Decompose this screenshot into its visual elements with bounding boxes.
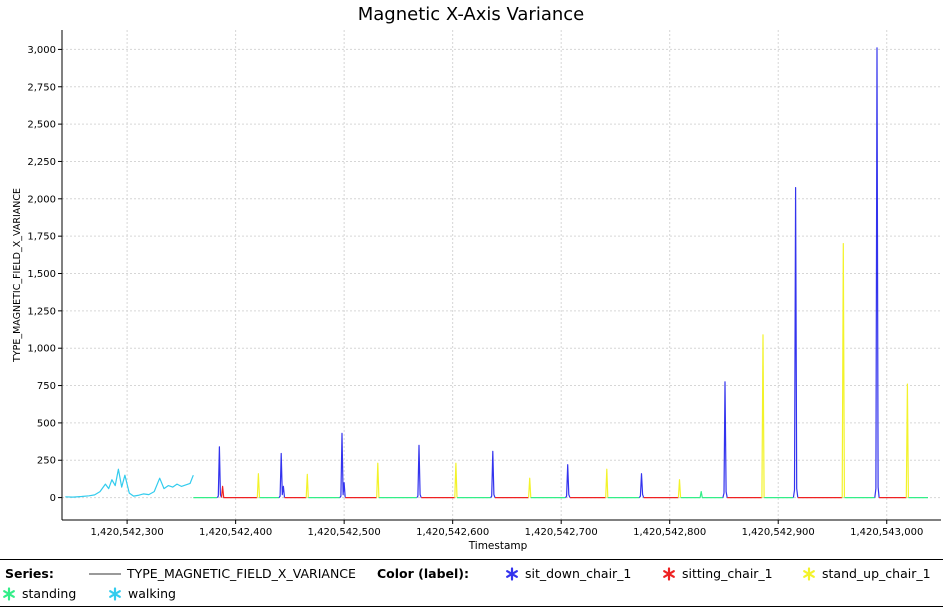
series-segment-stand-up-chair-1 <box>677 479 682 498</box>
y-tick-label: 1,750 <box>27 232 56 243</box>
plot-area <box>62 30 941 520</box>
y-ticks: 0 250 500 750 1,000 1,250 1,500 1,750 2,000 2,250… <box>27 45 62 504</box>
asterisk-icon <box>803 566 815 581</box>
x-tick-label: 1,420,542,300 <box>91 527 164 538</box>
y-tick-label: 2,500 <box>27 120 56 131</box>
legend-label: stand_up_chair_1 <box>822 566 931 581</box>
series-segment-sit-down-chair-1 <box>416 444 422 498</box>
y-tick-label: 3,000 <box>27 45 56 56</box>
series-line-swatch <box>89 572 121 575</box>
series-segment-stand-up-chair-1 <box>841 243 846 498</box>
y-tick-label: 2,000 <box>27 194 56 205</box>
series-segment-sit-down-chair-1 <box>216 446 223 498</box>
legend-label: sit_down_chair_1 <box>525 566 632 581</box>
legend-label: sitting_chair_1 <box>682 566 773 581</box>
legend-item-standing: standing <box>2 586 76 601</box>
x-tick-label: 1,420,542,600 <box>416 527 489 538</box>
series-segment-sit-down-chair-1 <box>339 432 346 498</box>
legend: Series: TYPE_MAGNETIC_FIELD_X_VARIANCE C… <box>0 559 943 607</box>
series-segment-sitting-chair-1 <box>220 485 258 499</box>
legend-item-sitting-chair-1: sitting_chair_1 <box>662 566 773 581</box>
series-segment-sit-down-chair-1 <box>792 187 799 498</box>
asterisk-icon <box>506 566 518 581</box>
series-segment-sit-down-chair-1 <box>490 450 496 498</box>
series-segment-walking <box>65 468 194 498</box>
legend-label: standing <box>22 586 77 601</box>
series-segment-sit-down-chair-1 <box>565 464 571 498</box>
series-segment-stand-up-chair-1 <box>305 473 309 498</box>
x-axis-label: Timestamp <box>468 540 528 552</box>
legend-series-heading: Series: <box>5 566 54 581</box>
series-segment-sit-down-chair-1 <box>638 473 645 498</box>
y-tick-label: 0 <box>50 493 56 504</box>
series-segment-stand-up-chair-1 <box>376 462 380 498</box>
series-segment-stand-up-chair-1 <box>905 383 910 498</box>
series-segment-stand-up-chair-1 <box>605 468 609 498</box>
x-tick-label: 1,420,542,700 <box>525 527 598 538</box>
legend-item-stand-up-chair-1: stand_up_chair_1 <box>802 566 931 581</box>
asterisk-icon <box>3 586 15 601</box>
x-tick-label: 1,420,542,500 <box>308 527 381 538</box>
y-tick-label: 1,000 <box>27 344 56 355</box>
asterisk-icon <box>663 566 675 581</box>
x-ticks: 1,420,542,300 1,420,542,400 1,420,542,500 1… <box>91 520 923 538</box>
y-tick-label: 2,250 <box>27 157 56 168</box>
y-tick-label: 1,250 <box>27 306 56 317</box>
series-segment-stand-up-chair-1 <box>256 473 261 498</box>
series-layer <box>65 47 928 499</box>
legend-series-entry: TYPE_MAGNETIC_FIELD_X_VARIANCE <box>89 566 356 581</box>
y-tick-label: 2,750 <box>27 82 56 93</box>
y-tick-label: 1,500 <box>27 269 56 280</box>
x-tick-label: 1,420,542,800 <box>633 527 706 538</box>
series-segment-stand-up-chair-1 <box>454 462 458 498</box>
x-tick-label: 1,420,542,900 <box>742 527 815 538</box>
series-segment-stand-up-chair-1 <box>761 334 765 498</box>
y-tick-label: 500 <box>37 418 56 429</box>
series-segment-sit-down-chair-1 <box>874 47 880 498</box>
y-tick-label: 750 <box>37 381 56 392</box>
series-segment-standing <box>680 491 723 499</box>
x-tick-label: 1,420,543,000 <box>850 527 923 538</box>
series-segment-stand-up-chair-1 <box>528 477 532 498</box>
legend-color-heading: Color (label): <box>377 566 470 581</box>
y-axis-label: TYPE_MAGNETIC_FIELD_X_VARIANCE <box>12 188 23 363</box>
legend-item-walking: walking <box>108 586 176 601</box>
legend-item-sit-down-chair-1: sit_down_chair_1 <box>505 566 631 581</box>
asterisk-icon <box>109 586 121 601</box>
x-tick-label: 1,420,542,400 <box>199 527 272 538</box>
chart-title: Magnetic X-Axis Variance <box>358 4 585 25</box>
legend-series-name: TYPE_MAGNETIC_FIELD_X_VARIANCE <box>127 566 356 581</box>
y-tick-label: 250 <box>37 456 56 467</box>
series-segment-sit-down-chair-1 <box>722 381 728 498</box>
chart-canvas: Magnetic X-Axis Variance 0 250 500 750 1,000… <box>12 4 941 552</box>
legend-label: walking <box>128 586 176 601</box>
series-segment-sit-down-chair-1 <box>278 452 286 498</box>
